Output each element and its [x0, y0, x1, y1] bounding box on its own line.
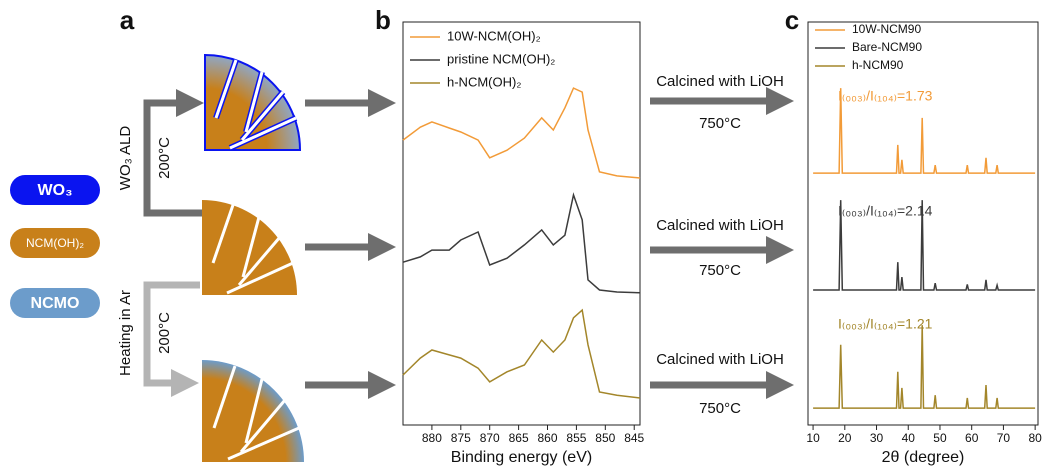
annotation: I₍₀₀₃₎/I₍₁₀₄₎=2.14 [838, 203, 933, 219]
temp-label: 200°C [156, 137, 173, 179]
x-tick-label: 865 [509, 431, 529, 445]
x-tick-label: 880 [422, 431, 442, 445]
annotation: I₍₀₀₃₎/I₍₁₀₄₎=1.21 [838, 316, 933, 332]
panel-label: b [375, 5, 391, 35]
data-line [813, 200, 1036, 291]
temp-label: 200°C [156, 312, 173, 354]
x-tick-label: 60 [965, 431, 979, 445]
x-tick-label: 50 [933, 431, 947, 445]
particle [204, 53, 302, 151]
x-tick-label: 70 [997, 431, 1011, 445]
legend-label: 10W-NCM90 [852, 22, 921, 36]
legend-text: WO₃ [38, 182, 73, 199]
legend-text: NCMO [31, 295, 80, 312]
x-tick-label: 40 [902, 431, 916, 445]
data-line [813, 325, 1036, 409]
legend-label: 10W-NCM(OH)₂ [447, 28, 541, 43]
data-line [402, 87, 641, 179]
x-tick-label: 10 [806, 431, 820, 445]
annotation: I₍₀₀₃₎/I₍₁₀₄₎=1.73 [838, 88, 933, 104]
flow-arrow [305, 87, 794, 399]
data-line [402, 192, 641, 294]
legend-text: NCM(OH)₂ [26, 236, 84, 250]
x-tick-label: 860 [537, 431, 557, 445]
legend-label: Bare-NCM90 [852, 40, 922, 54]
x-tick-label: 850 [595, 431, 615, 445]
particle [202, 360, 304, 462]
calcination-temp: 750°C [699, 115, 741, 132]
calcination-label: Calcined with LiOH [656, 73, 784, 90]
x-tick-label: 80 [1028, 431, 1042, 445]
legend-label: h-NCM90 [852, 58, 904, 72]
data-line [813, 88, 1036, 174]
legend-pill [10, 288, 100, 318]
x-tick-label: 855 [566, 431, 586, 445]
plot-frame [807, 21, 1039, 426]
x-tick-label: 870 [480, 431, 500, 445]
calcination-temp: 750°C [699, 262, 741, 279]
x-tick-label: 845 [624, 431, 644, 445]
legend-pill [10, 175, 100, 205]
particle [202, 200, 297, 295]
calcination-label: Calcined with LiOH [656, 351, 784, 368]
panel-label: a [120, 5, 135, 35]
panel-label: c [785, 5, 799, 35]
x-tick-label: 20 [838, 431, 852, 445]
legend-label: pristine NCM(OH)₂ [447, 51, 555, 66]
x-axis-label: Binding energy (eV) [451, 449, 592, 466]
x-tick-label: 875 [451, 431, 471, 445]
calcination-label: Calcined with LiOH [656, 217, 784, 234]
process-arrow [143, 89, 205, 217]
plot-frame [402, 21, 641, 426]
data-line [402, 308, 641, 399]
process-arrow [143, 281, 200, 397]
process-label: WO₃ ALD [117, 126, 134, 191]
x-axis-label: 2θ (degree) [882, 449, 965, 466]
legend-label: h-NCM(OH)₂ [447, 74, 521, 89]
legend-pill [10, 228, 100, 258]
x-tick-label: 30 [870, 431, 884, 445]
process-label: Heating in Ar [117, 290, 134, 376]
calcination-temp: 750°C [699, 400, 741, 417]
